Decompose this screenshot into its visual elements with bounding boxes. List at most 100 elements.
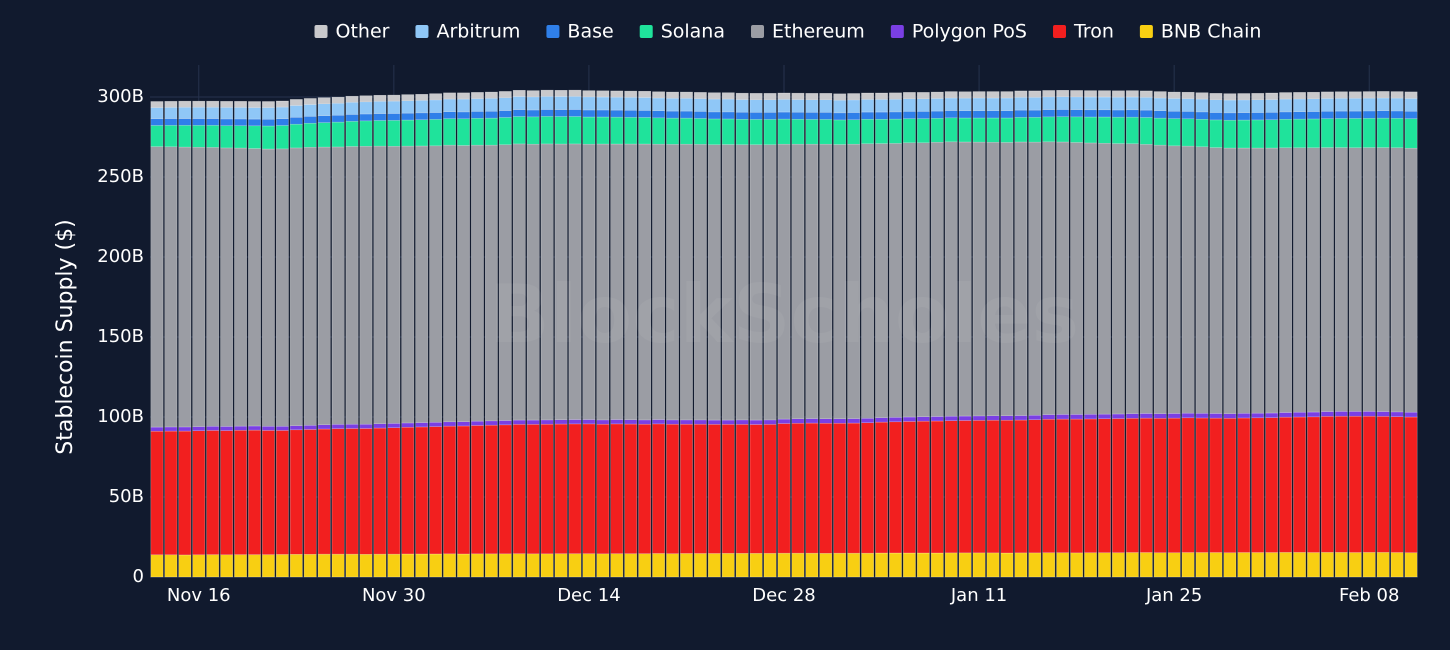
bar-segment [275,426,289,431]
bar-segment [875,417,888,423]
bar-segment [429,119,443,147]
bar-segment [1028,552,1042,578]
bar-segment [735,111,749,120]
bar-segment [582,116,596,145]
bar-segment [1209,112,1223,121]
bar-segment [401,112,415,121]
bar-segment [1307,118,1320,148]
bar-segment [1279,416,1293,553]
bar-segment [1390,97,1404,112]
bar-segment [1279,118,1293,148]
x-tick-label: Dec 28 [752,585,815,606]
bar-segment [1321,110,1334,119]
bar-segment [568,96,582,110]
legend-swatch [415,25,429,38]
legend-item[interactable]: Polygon PoS [890,21,1027,43]
bar-segment [485,98,498,112]
bar-segment [401,94,415,101]
bar-segment [735,553,749,578]
bar-segment [1390,110,1404,119]
bar-segment [1195,92,1209,100]
bar-segment [457,425,470,555]
bar-segment [415,119,429,147]
bar-segment [303,116,317,124]
bar-segment [694,111,707,119]
legend-swatch [1053,25,1067,38]
bar-segment [1181,98,1195,112]
bar-segment [1000,91,1014,99]
bar-segment [1139,90,1153,98]
legend-swatch [1139,25,1153,38]
bar-segment [582,90,596,98]
bar-segment [833,144,847,420]
bar-segment [1390,118,1404,148]
bar-segment [331,114,345,123]
bar-segment [1376,552,1390,578]
bar-segment [1181,412,1195,419]
bar-segment [1139,417,1153,553]
legend-swatch [751,25,765,38]
bar-segment [303,425,317,430]
legend-item[interactable]: BNB Chain [1139,21,1262,43]
bar-segment [721,111,735,120]
bar-segment [805,422,819,554]
bar-segment [178,125,192,148]
bar-segment [763,93,777,100]
bar-segment [1028,90,1042,98]
legend-item[interactable]: Base [546,21,614,43]
bar-segment [471,553,484,578]
legend-item[interactable]: Ethereum [751,21,865,43]
bar-segment [150,125,164,147]
bar-segment [582,553,596,578]
bar-segment [972,552,986,578]
bar-segment [1042,109,1056,118]
bar-segment [1348,147,1362,412]
bar-segment [903,421,916,554]
bar-segment [763,553,777,578]
bar-segment [1070,418,1083,554]
bar-segment [694,553,707,578]
bar-segment [1321,118,1334,148]
bar-segment [1028,414,1042,420]
bar-segment [1014,97,1028,111]
bar-segment [429,553,443,578]
bar-segment [303,104,317,117]
y-axis-title: Stablecoin Supply ($) [53,219,78,454]
bar-segment [1195,417,1209,553]
bar-segment [972,117,986,143]
bar-segment [1042,552,1056,578]
bar-segment [680,110,693,119]
bar-segment [1098,116,1111,144]
bar-segment [498,117,512,145]
bar-segment [986,419,1000,554]
bar-segment [1181,111,1195,120]
bar-segment [206,125,220,148]
bar-segment [638,110,652,118]
bar-segment [1139,413,1153,419]
bar-segment [512,553,526,578]
bar-segment [624,423,638,554]
bar-segment [1348,91,1362,99]
bar-segment [1028,419,1042,554]
bar-segment [471,92,484,99]
bar-segment [540,553,554,578]
bar-segment [1042,116,1056,143]
bar-segment [1070,90,1083,98]
bar-segment [916,92,930,100]
legend-item[interactable]: Arbitrum [415,21,520,43]
bar-segment [1112,116,1125,144]
legend-item[interactable]: Other [314,21,390,43]
bar-segment [331,96,345,104]
bar-segment [303,429,317,555]
bar-segment [805,119,819,145]
bar-segment [638,117,652,145]
legend-item[interactable]: Tron [1053,21,1114,43]
bar-segment [1070,414,1083,420]
bar-segment [958,117,972,143]
bar-segment [875,111,888,120]
bar-segment [889,98,902,113]
bar-segment [1056,109,1070,117]
bar-segment [401,145,415,424]
bar-segment [1167,413,1181,419]
legend-item[interactable]: Solana [639,21,725,43]
